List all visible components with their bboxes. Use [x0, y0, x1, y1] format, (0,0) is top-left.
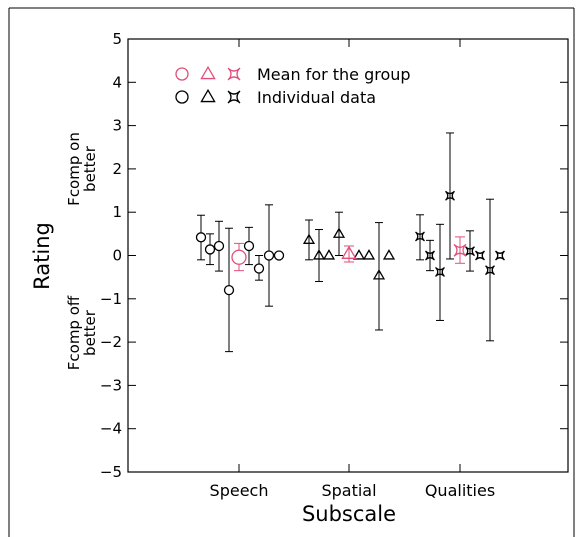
x-axis-label: Subscale [302, 502, 396, 526]
legend-circle-icon [175, 90, 189, 104]
legend-entry-individual [175, 88, 241, 104]
y-tick-label: 5 [112, 30, 122, 48]
legend-label-individual: Individual data [257, 88, 376, 107]
y-tick-label: −1 [100, 290, 122, 308]
individual-circle-point [253, 263, 265, 274]
marker-backing [274, 251, 284, 260]
legend-label-mean: Mean for the group [257, 65, 411, 84]
y-tick-label: −3 [100, 376, 122, 394]
annotation-upper-line-2: better [81, 145, 99, 192]
marker-backing [264, 251, 274, 260]
individual-triangle-point [352, 249, 366, 260]
individual-triangle-point [372, 268, 386, 280]
mean-star-point [453, 243, 467, 257]
individual-circle-point [273, 250, 285, 261]
individual-star-point [415, 231, 425, 242]
y-tick-label: 3 [112, 117, 122, 135]
annotation-upper: Fcomp on better [65, 132, 99, 206]
legend-triangle-icon [200, 65, 216, 80]
annotation-lower-line-2: better [81, 309, 99, 356]
x-tick-label: Spatial [321, 481, 376, 500]
individual-star-point [495, 250, 505, 261]
legend-circle-icon [175, 67, 189, 81]
individual-circle-point [243, 240, 255, 252]
individual-triangle-point [322, 249, 336, 260]
individual-star-point [445, 190, 455, 201]
individual-triangle-point [382, 249, 396, 260]
marker-backing [214, 241, 224, 251]
marker-backing [205, 244, 215, 254]
individual-triangle-point [312, 249, 326, 260]
individual-circle-point [263, 250, 275, 261]
x-tick-label: Qualities [425, 481, 495, 500]
marker-backing [232, 250, 246, 265]
individual-star-point [465, 246, 475, 257]
individual-circle-point [213, 240, 225, 252]
annotation-lower-line-1: Fcomp off [65, 295, 83, 370]
x-axis: Speech Spatial Qualities [210, 39, 495, 500]
data-marks [195, 132, 505, 353]
legend-entry-mean [175, 65, 241, 81]
y-tick-label: 4 [112, 73, 122, 91]
y-tick-label: 0 [112, 247, 122, 265]
mean-triangle-point [341, 245, 357, 259]
y-tick-label: 1 [112, 203, 122, 221]
individual-circle-point [223, 284, 235, 296]
individual-star-point [435, 266, 445, 277]
mean-circle-point [231, 249, 247, 265]
legend-star-icon [227, 90, 241, 104]
individual-circle-point [204, 244, 216, 255]
y-axis-label: Rating [30, 222, 54, 290]
individual-triangle-point [332, 227, 346, 238]
marker-backing [224, 285, 234, 295]
individual-triangle-point [362, 249, 376, 260]
y-tick-label: −2 [100, 333, 122, 351]
legend: Mean for the group Individual data [175, 65, 411, 107]
individual-triangle-point [302, 233, 316, 244]
y-axis: 5 4 3 2 1 0 −1 −2 −3 −4 −5 [100, 30, 568, 481]
annotation-upper-line-1: Fcomp on [65, 132, 83, 206]
individual-circle-point [195, 232, 207, 243]
y-tick-label: −5 [100, 463, 122, 481]
y-tick-label: −4 [100, 420, 122, 438]
legend-star-icon [227, 67, 241, 81]
marker-backing [244, 241, 254, 251]
y-tick-label: 2 [112, 160, 122, 178]
legend-triangle-icon [200, 88, 216, 103]
marker-backing [196, 232, 206, 242]
individual-star-point [485, 265, 495, 276]
x-tick-label: Speech [210, 481, 269, 500]
annotation-lower: Fcomp off better [65, 295, 99, 370]
marker-backing [254, 263, 264, 273]
individual-star-point [425, 250, 435, 261]
individual-star-point [475, 250, 485, 261]
